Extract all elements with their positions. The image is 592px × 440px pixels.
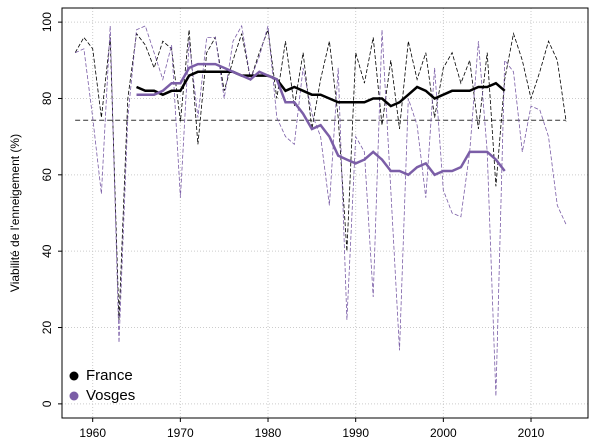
x-tick-label: 1990	[342, 426, 369, 440]
plot-frame	[61, 7, 589, 419]
y-tick-label: 80	[40, 91, 54, 105]
annual-line	[74, 29, 567, 320]
x-tick-label: 2010	[518, 426, 545, 440]
legend-marker	[69, 391, 79, 401]
smoothed-line	[136, 62, 506, 177]
y-tick-label: 0	[40, 400, 54, 407]
y-tick-label: 20	[40, 321, 54, 335]
legend-label: Vosges	[86, 387, 135, 404]
x-tick-label: 2000	[430, 426, 457, 440]
legend-label: France	[86, 367, 133, 384]
x-tick-label: 1980	[255, 426, 282, 440]
legend: France Vosges	[69, 367, 135, 404]
annual-line	[75, 24, 567, 397]
y-tick-label: 60	[40, 168, 54, 182]
x-tick-label: 1960	[79, 426, 106, 440]
y-tick-label: 100	[40, 12, 54, 32]
legend-marker	[69, 371, 79, 381]
x-tick-label: 1970	[167, 426, 194, 440]
smoothed-line	[136, 70, 506, 108]
y-tick-label: 40	[40, 244, 54, 258]
y-axis-label: Viabilité de l'enneigement (%)	[8, 134, 22, 292]
